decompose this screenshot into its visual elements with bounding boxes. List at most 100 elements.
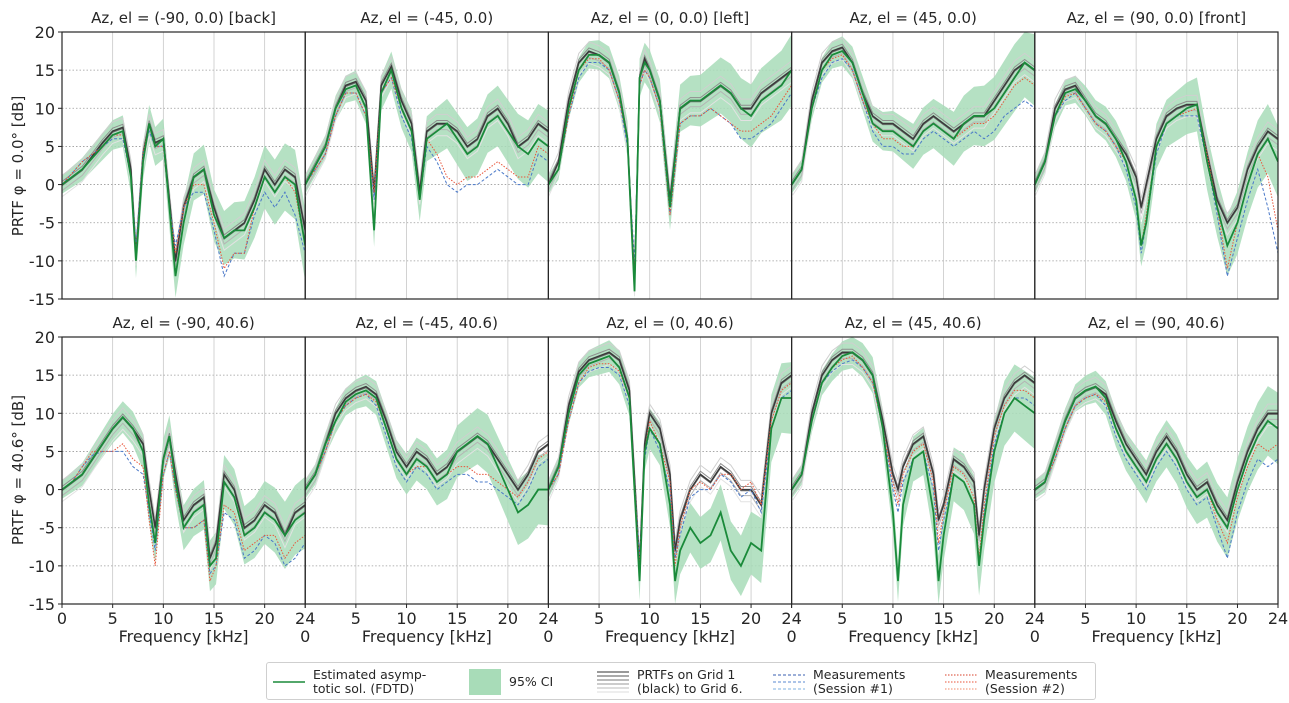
legend: Estimated asymp- totic sol. (FDTD) 95% C…: [266, 662, 1096, 700]
grid-prtf-line: [791, 342, 1035, 527]
panel-plot-area: [62, 401, 306, 592]
grid-prtf-line: [305, 61, 549, 190]
fdtd-line: [305, 389, 549, 514]
session1-line: [548, 367, 792, 559]
session2-line: [548, 363, 792, 566]
x-tick-label: 0: [300, 627, 310, 646]
x-tick-label: 0: [543, 627, 553, 646]
ci-band: [305, 51, 549, 248]
y-tick-label: 0: [45, 176, 55, 195]
legend-item-ci: 95% CI: [469, 666, 553, 698]
panel-title: Az, el = (45, 40.6): [845, 314, 982, 332]
x-tick-label: 10: [883, 609, 903, 628]
panel-10: Az, el = (90, 40.6) 0 5 10 15 20 24 Frequency […: [1030, 314, 1288, 646]
panel-plot-area: [305, 51, 549, 248]
legend-label-session1: Measurements (Session #1): [813, 667, 906, 696]
x-tick-label: 20: [741, 609, 761, 628]
panel-title: Az, el = (0, 40.6): [606, 314, 733, 332]
ci-band: [1034, 75, 1278, 276]
y-tick-label: -5: [39, 519, 55, 538]
x-tick-label: 10: [1126, 609, 1146, 628]
grid-prtf-line: [1034, 382, 1278, 519]
panel-title: Az, el = (90, 40.6): [1088, 314, 1225, 332]
y-tick-label: 15: [35, 61, 55, 80]
fdtd-line: [305, 67, 549, 231]
session2-line: [548, 58, 792, 277]
legend-swatch-ci: [469, 669, 501, 695]
ci-band: [548, 340, 792, 604]
grid-prtf-line: [1034, 90, 1279, 230]
grid1-line: [1034, 84, 1279, 225]
panel-plot-area: [305, 374, 549, 545]
fdtd-line: [548, 355, 792, 582]
panel-title: Az, el = (-90, 40.6): [112, 314, 254, 332]
panel-plot-area: [62, 104, 306, 298]
x-tick-label: 20: [254, 609, 274, 628]
panel-plot-area: [548, 34, 792, 299]
legend-swatch-fdtd: [273, 681, 305, 683]
panel-title: Az, el = (-45, 40.6): [356, 314, 498, 332]
session1-line: [1034, 393, 1279, 561]
x-tick-label: 24: [781, 609, 801, 628]
y-tick-label: -10: [29, 252, 55, 271]
panel-title: Az, el = (45, 0.0): [850, 9, 977, 27]
panel-title: Az, el = (0, 0.0) [left]: [591, 9, 750, 27]
grid-prtf-line: [305, 382, 549, 488]
grid-prtf-line: [548, 41, 792, 275]
y-tick-label: 10: [35, 99, 55, 118]
panel-6: Az, el = (-90, 40.6) -15 -10 -5 0 5 10 15 20 0 5 10…: [29, 314, 316, 646]
grid-prtf-line: [305, 398, 549, 503]
x-tick-label: 15: [690, 609, 710, 628]
panel-frame: [1034, 336, 1279, 605]
legend-label-grids: PRTFs on Grid 1 (black) to Grid 6.: [637, 667, 743, 696]
x-tick-label: 0: [57, 609, 67, 628]
panel-plot-area: [1034, 370, 1279, 561]
x-tick-label: 24: [538, 609, 558, 628]
x-tick-label: 5: [594, 609, 604, 628]
x-tick-label: 5: [1080, 609, 1090, 628]
y-tick-label: 20: [35, 328, 55, 347]
legend-swatch-session2: [945, 674, 977, 690]
fdtd-line: [62, 415, 306, 569]
legend-label-ci: 95% CI: [509, 674, 554, 689]
legend-label-session2: Measurements (Session #2): [985, 667, 1078, 696]
y-tick-label: 15: [35, 366, 55, 385]
panel-plot-area: [791, 337, 1035, 604]
grid1-line: [791, 351, 1035, 536]
legend-swatch-session1: [773, 674, 805, 690]
x-tick-label: 5: [837, 609, 847, 628]
grid-prtf-line: [305, 376, 549, 482]
panel-frame: [61, 336, 306, 605]
grid-prtf-line: [548, 47, 792, 281]
grid-prtf-line: [305, 392, 549, 497]
y-tick-label: 20: [35, 23, 55, 42]
y-tick-label: -10: [29, 557, 55, 576]
grid-prtf-line: [791, 363, 1035, 548]
x-tick-label: 0: [1030, 627, 1040, 646]
grid-prtf-line: [1034, 376, 1278, 513]
panel-2: Az, el = (-45, 0.0): [304, 9, 550, 300]
panel-plot-area: [791, 32, 1035, 198]
panel-8: Az, el = (0, 40.6) 0 5 10 15 20 24 Frequency [k…: [543, 314, 801, 646]
ci-band: [791, 32, 1035, 194]
x-tick-label: 24: [1025, 609, 1045, 628]
legend-item-grids: PRTFs on Grid 1 (black) to Grid 6.: [597, 666, 743, 698]
session2-line: [305, 76, 549, 200]
grid1-line: [305, 385, 549, 491]
y-tick-label: -15: [29, 290, 55, 309]
x-tick-label: 15: [933, 609, 953, 628]
x-axis-label: Frequency [kHz]: [605, 627, 735, 646]
y-tick-label: 10: [35, 404, 55, 423]
ci-band: [548, 34, 792, 299]
panel-title: Az, el = (-90, 0.0) [back]: [91, 9, 276, 27]
fdtd-line: [791, 351, 1035, 582]
panels-group: Az, el = (-90, 0.0) [back] -15 -10 -5 0 5 10 15…: [29, 9, 1288, 646]
session1-line: [62, 450, 306, 575]
x-axis-label: Frequency [kHz]: [1091, 627, 1221, 646]
grid-prtf-line: [791, 43, 1035, 182]
x-tick-label: 20: [498, 609, 518, 628]
grid1-line: [791, 46, 1035, 185]
x-axis-label: Frequency [kHz]: [362, 627, 492, 646]
x-tick-label: 10: [153, 609, 173, 628]
panel-plot-area: [548, 340, 792, 604]
